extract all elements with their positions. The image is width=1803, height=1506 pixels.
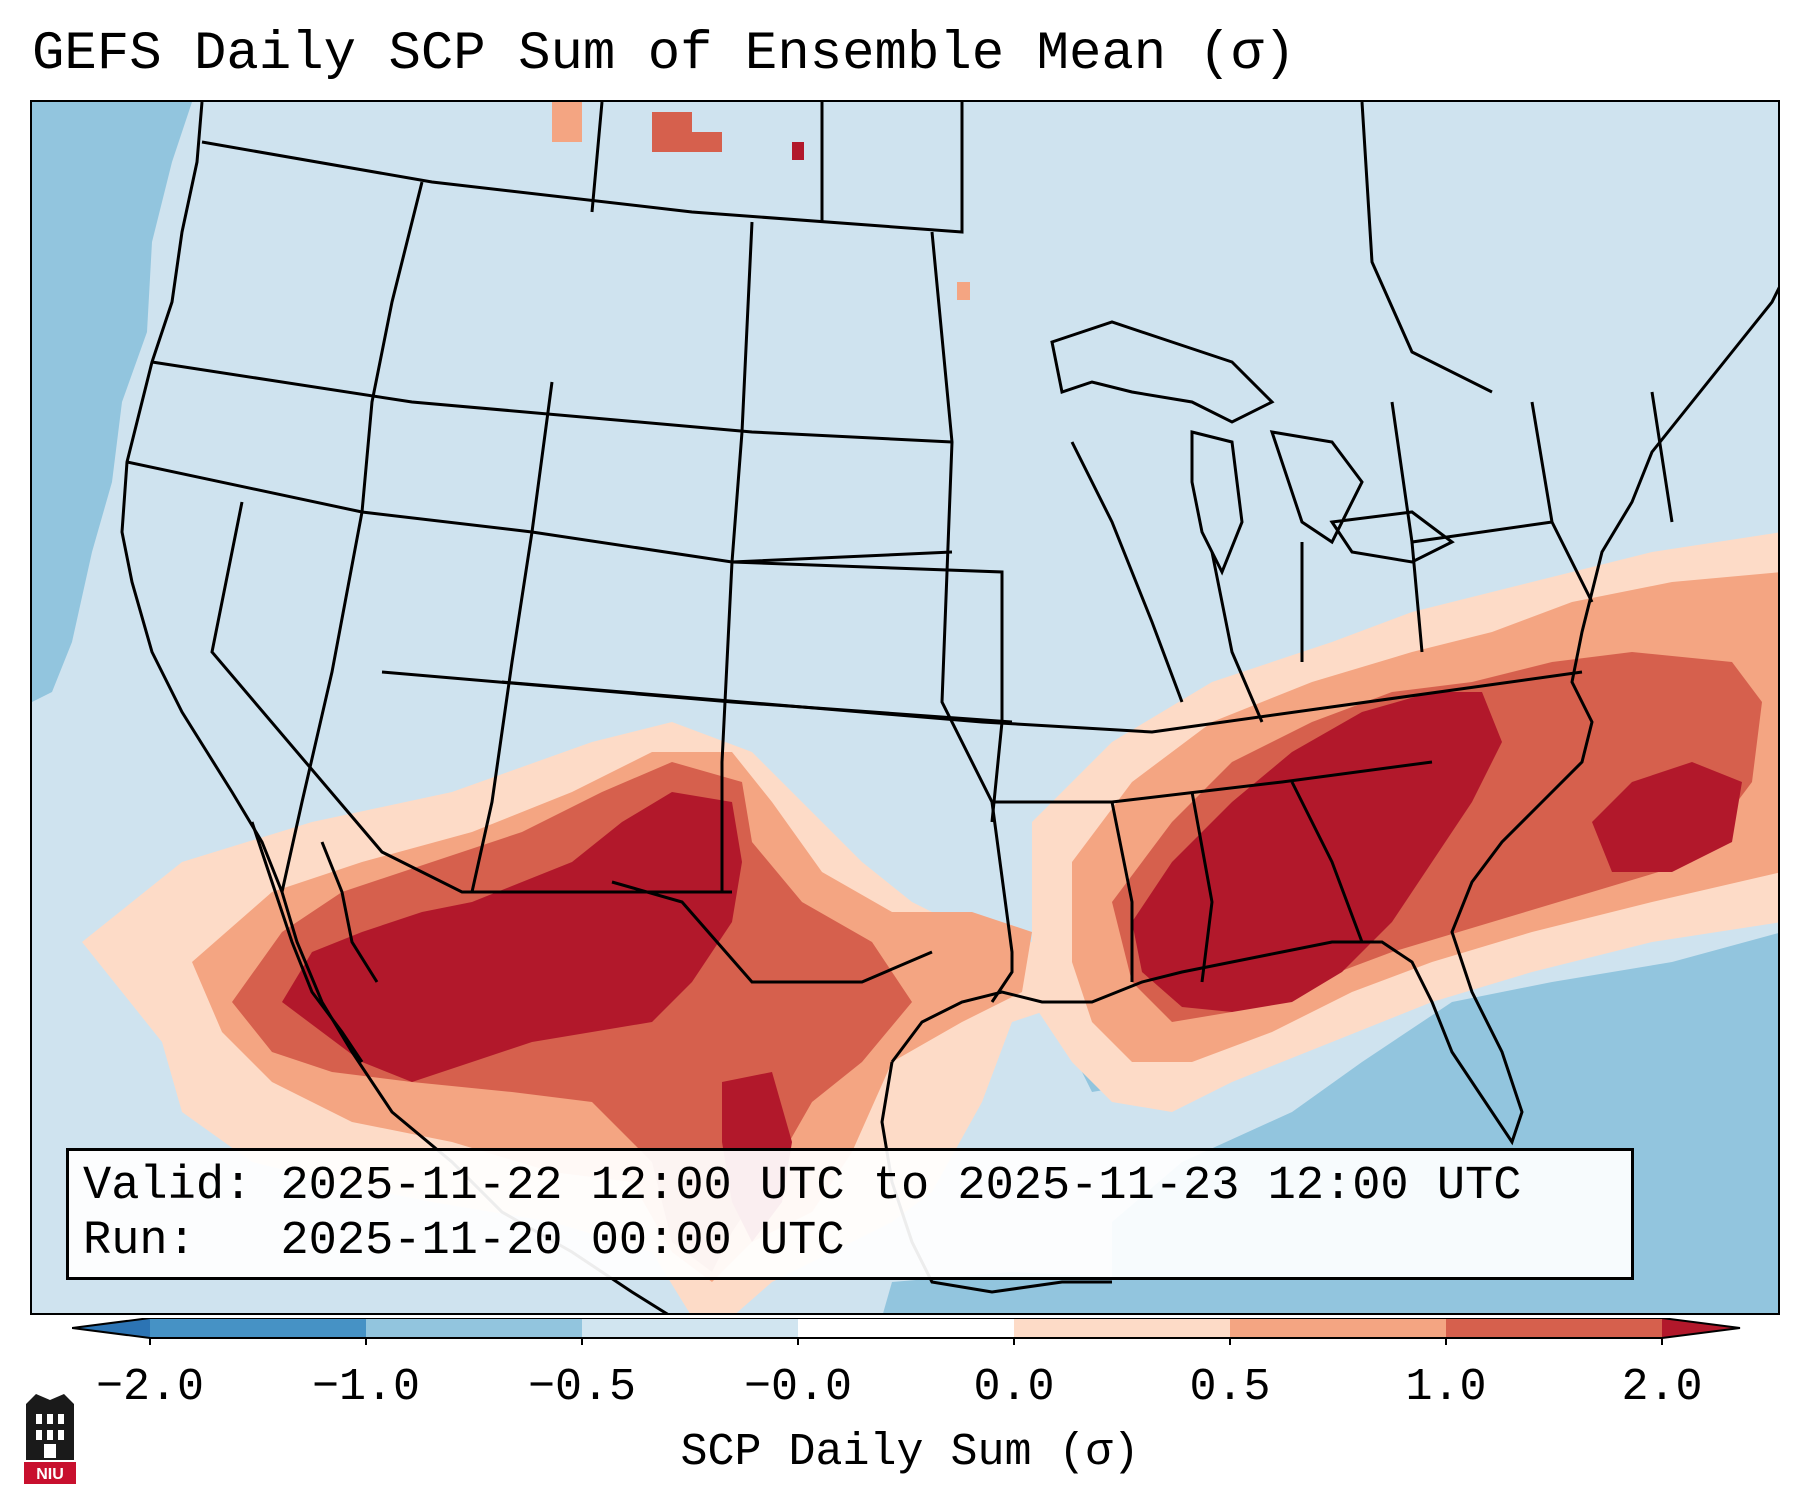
- colorbar-bin-3: [582, 1318, 798, 1338]
- chart-title: GEFS Daily SCP Sum of Ensemble Mean (σ): [32, 24, 1296, 85]
- colorbar-tick-label: −1.0: [311, 1362, 421, 1413]
- map-panel: [30, 100, 1780, 1315]
- colorbar-tick-label: −2.0: [95, 1362, 205, 1413]
- canada-speckle-2: [552, 102, 582, 142]
- colorbar-tick-label: −0.0: [743, 1362, 853, 1413]
- colorbar-bin-7: [1446, 1318, 1662, 1338]
- colorbar-tick-label: −0.5: [527, 1362, 637, 1413]
- southwest-core: [282, 792, 742, 1082]
- state-borders: [126, 102, 1674, 1003]
- colorbar-extend-low: [72, 1318, 150, 1338]
- canada-speckle-3: [792, 142, 804, 160]
- colorbar-label: SCP Daily Sum (σ): [680, 1427, 1140, 1478]
- baja-peninsula: [250, 821, 379, 1063]
- colorbar-bin-1: [150, 1318, 366, 1338]
- logo-text: NIU: [36, 1466, 64, 1483]
- colorbar-tick-label: 0.0: [973, 1362, 1055, 1413]
- valid-run-info-box: Valid: 2025-11-22 12:00 UTC to 2025-11-2…: [66, 1148, 1634, 1280]
- colorbar-tick-label: 1.0: [1405, 1362, 1487, 1413]
- colorbar-tick-marks: [149, 1338, 1663, 1345]
- canada-speckle-1: [652, 112, 722, 152]
- great-lakes: [1050, 320, 1455, 576]
- canada-speckle-4: [957, 282, 970, 300]
- pacific-coast-band: [32, 102, 192, 702]
- run-value: 2025-11-20 00:00 UTC: [280, 1215, 845, 1268]
- gulf-coast: [890, 286, 1778, 1146]
- colorbar: [72, 1318, 1741, 1345]
- colorbar-extend-high: [1662, 1318, 1740, 1338]
- colorbar-bin-4: [798, 1318, 1014, 1338]
- colorbar-tick-label: 2.0: [1621, 1362, 1703, 1413]
- southeast-core: [1132, 692, 1502, 1012]
- valid-label: Valid:: [83, 1160, 253, 1213]
- colorbar-bin-5: [1014, 1318, 1230, 1338]
- colorbar-tick-label: 0.5: [1189, 1362, 1271, 1413]
- niu-logo: NIU: [24, 1394, 76, 1484]
- run-label: Run:: [83, 1215, 196, 1268]
- colorbar-bin-6: [1230, 1318, 1446, 1338]
- valid-value: 2025-11-22 12:00 UTC to 2025-11-23 12:00…: [280, 1160, 1522, 1213]
- map-svg: [32, 102, 1778, 1313]
- colorbar-bin-2: [366, 1318, 582, 1338]
- atlantic-offshore-core: [1592, 762, 1742, 872]
